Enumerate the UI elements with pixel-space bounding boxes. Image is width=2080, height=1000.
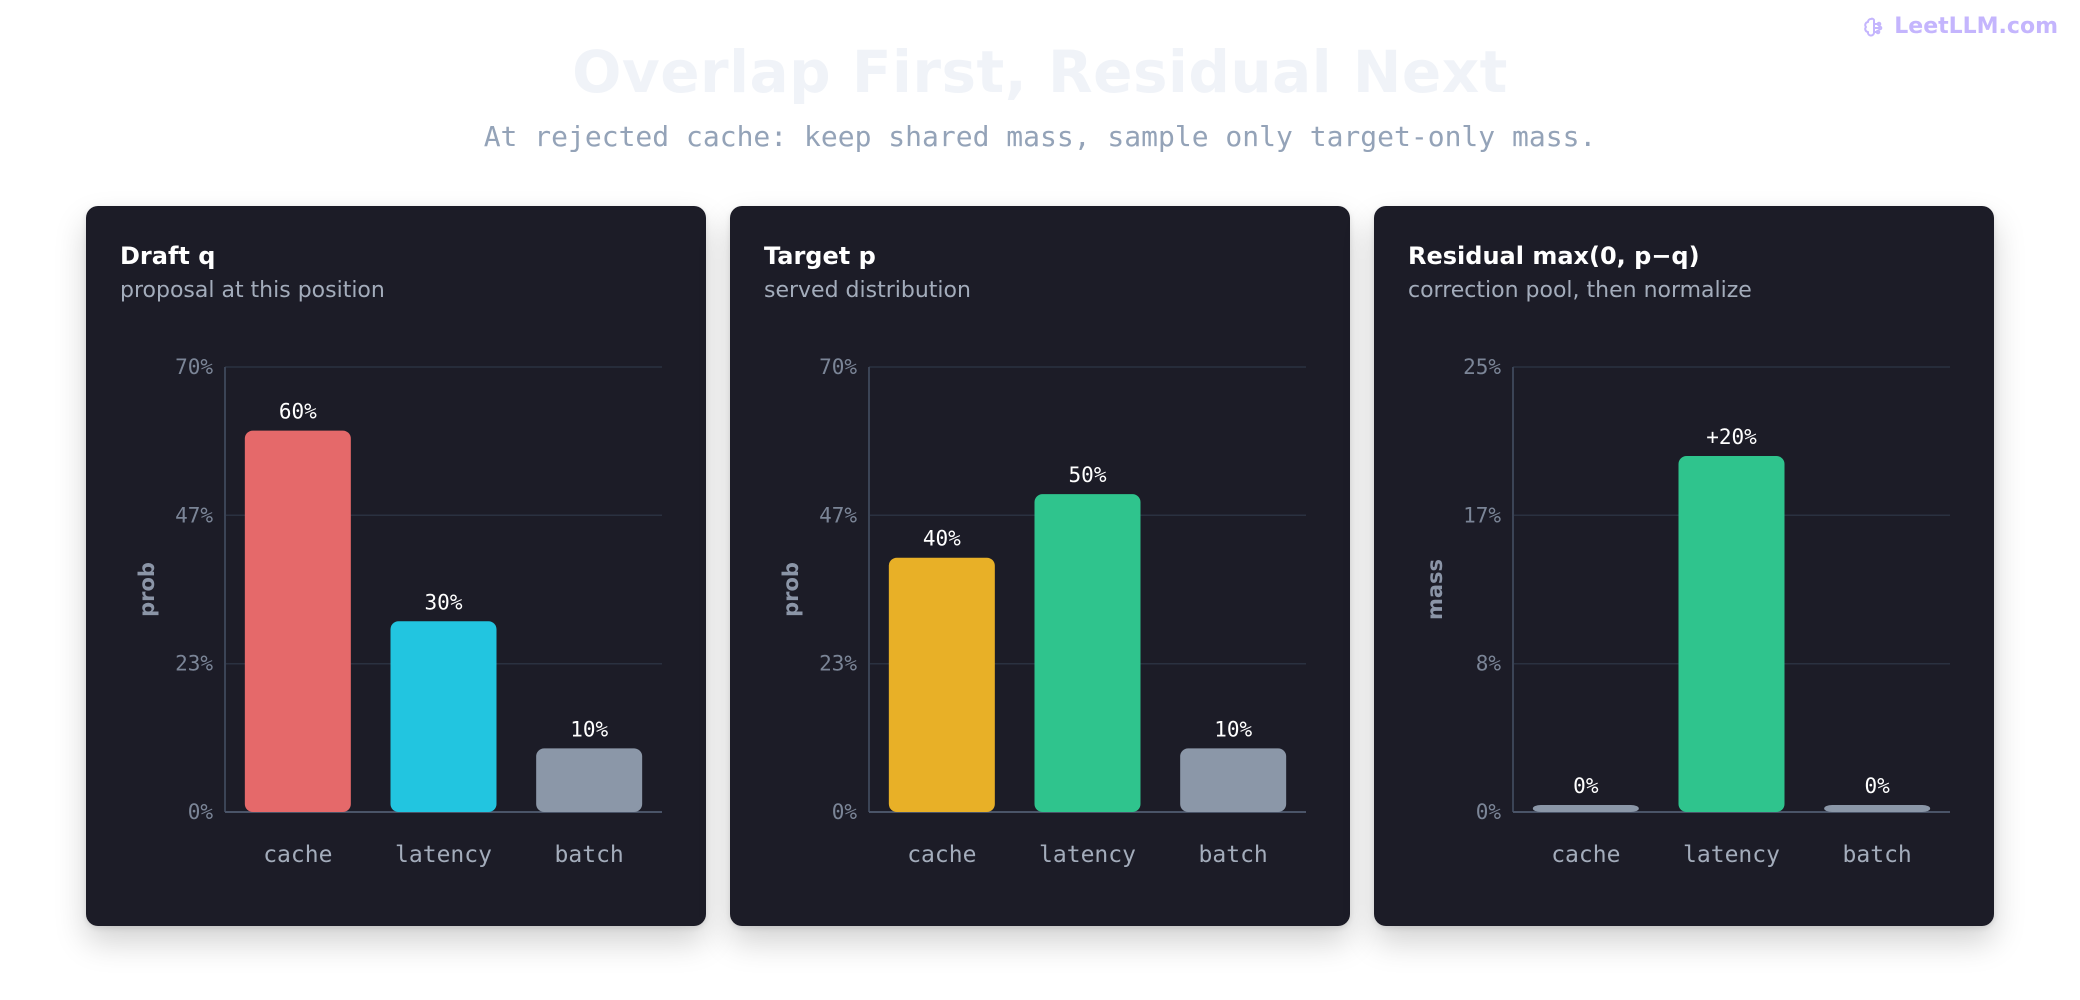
bar-chart-draft-q: 0% 23% 47% 70% prob 60% cache 30% latency 10% batc… [135, 355, 662, 868]
x-tick-label: latency [1683, 842, 1780, 868]
brand-name: LeetLLM.com [1894, 14, 2058, 39]
x-tick-label: latency [1039, 842, 1136, 868]
panel-draft-q: Draft q proposal at this position 0% 23% 4… [86, 206, 706, 926]
bar-cache [244, 430, 351, 812]
y-tick-label: 17% [1463, 503, 1501, 527]
y-axis-label: prob [135, 562, 159, 617]
panel-target-p: Target p served distribution 0% 23% 47% 70%… [730, 206, 1350, 926]
y-tick-label: 0% [188, 800, 214, 824]
y-tick-label: 47% [175, 503, 213, 527]
y-tick-label: 23% [819, 652, 857, 676]
bar-value-label: 10% [1214, 717, 1252, 741]
y-tick-label: 47% [819, 503, 857, 527]
bar-value-label: 40% [923, 527, 961, 551]
y-tick-label: 23% [175, 652, 213, 676]
bar-batch [1180, 748, 1287, 812]
panel-residual: Residual max(0, p−q) correction pool, th… [1374, 206, 1994, 926]
y-tick-label: 25% [1463, 355, 1501, 379]
bar-value-label: 0% [1865, 774, 1891, 798]
x-tick-label: batch [1843, 842, 1912, 868]
page-title: Overlap First, Residual Next [572, 38, 1508, 106]
bar-value-label: 10% [570, 717, 608, 741]
x-tick-label: cache [1551, 842, 1620, 868]
bar-latency [1678, 456, 1785, 812]
bar-value-label: 30% [425, 590, 463, 614]
bar-chart-residual: 0% 8% 17% 25% mass 0% cache +20% latency 0% batch [1423, 355, 1950, 868]
x-tick-label: batch [1199, 842, 1268, 868]
y-axis-label: mass [1423, 559, 1447, 620]
x-tick-label: latency [395, 842, 492, 868]
bar-chart-target-p: 0% 23% 47% 70% prob 40% cache 50% latency 10% batc… [779, 355, 1306, 868]
panel-subtitle: proposal at this position [120, 278, 385, 303]
bar-value-label: 60% [279, 400, 317, 424]
bar-cache [888, 557, 995, 812]
y-tick-label: 0% [1476, 800, 1502, 824]
x-tick-label: cache [263, 842, 332, 868]
brain-icon [1864, 17, 1883, 37]
bar-latency [1034, 494, 1141, 812]
panel-title: Residual max(0, p−q) [1408, 242, 1700, 270]
bar-value-label: 0% [1573, 774, 1599, 798]
y-tick-label: 8% [1476, 652, 1502, 676]
bar-value-label: 50% [1069, 463, 1107, 487]
y-tick-label: 70% [819, 355, 857, 379]
brand-logo[interactable]: LeetLLM.com [1862, 14, 2058, 39]
bar-latency [390, 621, 497, 812]
panel-subtitle: served distribution [764, 278, 971, 303]
panel-title: Target p [764, 242, 876, 270]
x-tick-label: batch [555, 842, 624, 868]
x-tick-label: cache [907, 842, 976, 868]
page-subtitle: At rejected cache: keep shared mass, sam… [483, 120, 1597, 153]
panel-title: Draft q [120, 242, 216, 270]
y-axis-label: prob [779, 562, 803, 617]
bar-value-label: +20% [1706, 425, 1757, 449]
bar-cache [1532, 805, 1639, 812]
bar-batch [1824, 805, 1931, 812]
panel-subtitle: correction pool, then normalize [1408, 278, 1752, 303]
bar-batch [536, 748, 643, 812]
y-tick-label: 0% [832, 800, 858, 824]
y-tick-label: 70% [175, 355, 213, 379]
